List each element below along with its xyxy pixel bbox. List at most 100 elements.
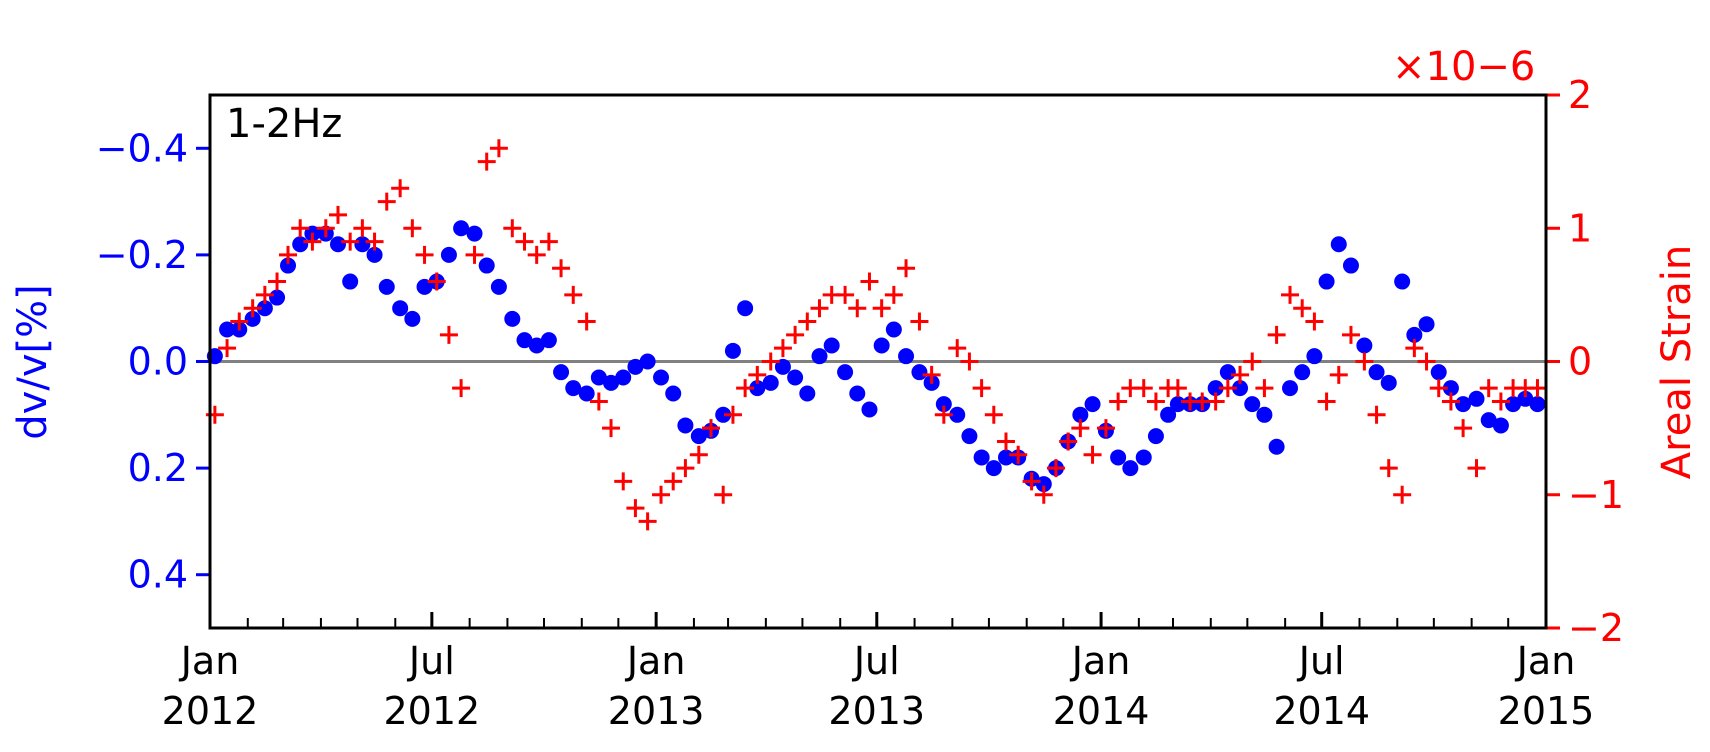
strain-point — [268, 272, 287, 291]
dvv-point — [961, 428, 978, 445]
dvv-point — [1135, 449, 1152, 466]
strain-point — [1379, 459, 1398, 478]
dvv-point — [1256, 406, 1273, 423]
dvv-point — [1268, 438, 1285, 455]
right-tick-label: −2 — [1568, 606, 1624, 650]
dvv-point — [749, 380, 766, 397]
dvv-point — [354, 236, 371, 253]
strain-point — [761, 352, 780, 371]
plot-frame — [208, 93, 1548, 630]
dvv-point — [603, 374, 620, 391]
strain-point — [1293, 299, 1312, 318]
strain-point — [1467, 459, 1486, 478]
strain-point — [723, 405, 742, 424]
dvv-point — [1342, 257, 1359, 274]
strain-point — [676, 459, 695, 478]
strain-point — [1454, 419, 1473, 438]
x-tick-year: 2015 — [1498, 689, 1595, 733]
left-axis-ticks: −0.4 −0.2 0.0 0.2 0.4 — [96, 126, 210, 597]
dvv-point — [219, 321, 236, 338]
x-tick-month: Jan — [179, 639, 240, 683]
x-tick-year: 2014 — [1273, 689, 1370, 733]
dvv-point — [366, 246, 383, 263]
dvv-point — [1207, 380, 1224, 397]
strain-point — [996, 432, 1015, 451]
dvv-point — [677, 417, 694, 434]
dvv-point — [553, 364, 570, 381]
dvv-point — [404, 310, 421, 327]
dvv-point — [1430, 364, 1447, 381]
dvv-point — [1318, 273, 1335, 290]
x-axis-ticks: Jan 2012 Jul 2012 Jan 2013 Jul 2013 Jan 2014 Jul 20… — [162, 612, 1595, 733]
strain-point — [477, 152, 496, 171]
strain-point — [664, 472, 683, 491]
dvv-point — [823, 337, 840, 354]
dvv-point — [1072, 406, 1089, 423]
strain-point — [1218, 379, 1237, 398]
strain-point — [1059, 432, 1078, 451]
dvv-point — [329, 236, 346, 253]
left-tick-label: 0.2 — [128, 446, 188, 490]
strain-point — [452, 379, 471, 398]
strain-point — [1255, 379, 1274, 398]
dvv-point — [528, 337, 545, 354]
dvv-point — [787, 369, 804, 386]
dvv-point — [1282, 380, 1299, 397]
right-tick-label: 1 — [1568, 206, 1592, 250]
strain-point — [836, 285, 855, 304]
strain-point — [1146, 392, 1165, 411]
strain-point — [736, 379, 755, 398]
strain-point — [243, 299, 262, 318]
x-tick-year: 2012 — [162, 689, 259, 733]
strain-point — [773, 339, 792, 358]
strain-point — [1355, 352, 1374, 371]
dvv-point — [873, 337, 890, 354]
x-tick-year: 2013 — [608, 689, 705, 733]
strain-point — [403, 219, 422, 238]
dvv-point — [578, 385, 595, 402]
strain-point — [303, 232, 322, 251]
dvv-point — [724, 342, 741, 359]
strain-point — [960, 352, 979, 371]
right-tick-label: 2 — [1568, 73, 1592, 117]
strain-point — [910, 312, 929, 331]
strain-point — [1009, 445, 1028, 464]
strain-point — [255, 285, 274, 304]
dvv-point — [1330, 236, 1347, 253]
strain-point — [279, 245, 298, 264]
left-axis-title: dv/v[%] — [10, 284, 56, 439]
dvv-point — [440, 246, 457, 263]
dvv-point — [590, 369, 607, 386]
left-tick-label: 0.0 — [128, 340, 188, 384]
strain-point — [786, 325, 805, 344]
dvv-point — [466, 225, 483, 242]
strain-point — [1491, 392, 1510, 411]
dvv-point — [1380, 374, 1397, 391]
strain-point — [1405, 339, 1424, 358]
dvv-point — [1110, 449, 1127, 466]
strain-point — [1329, 365, 1348, 384]
strain-point — [527, 245, 546, 264]
dvv-point — [1468, 390, 1485, 407]
dvv-point — [1219, 364, 1236, 381]
dvv-point — [985, 460, 1002, 477]
strain-point — [564, 285, 583, 304]
dvv-point — [1084, 396, 1101, 413]
dvv-point — [269, 289, 286, 306]
strain-point — [1243, 352, 1262, 371]
strain-point — [415, 245, 434, 264]
x-tick-year: 2014 — [1053, 689, 1150, 733]
dvv-point — [973, 449, 990, 466]
x-tick-month: Jan — [1515, 639, 1576, 683]
dvv-point — [811, 348, 828, 365]
x-tick-month: Jan — [625, 639, 686, 683]
dvv-point — [1232, 380, 1249, 397]
strain-point — [897, 259, 916, 278]
dvv-point — [1294, 364, 1311, 381]
dvv-point — [861, 401, 878, 418]
x-tick-month: Jul — [407, 639, 455, 683]
strain-point — [1071, 419, 1090, 438]
strain-point — [602, 419, 621, 438]
strain-point — [439, 325, 458, 344]
strain-point — [934, 405, 953, 424]
